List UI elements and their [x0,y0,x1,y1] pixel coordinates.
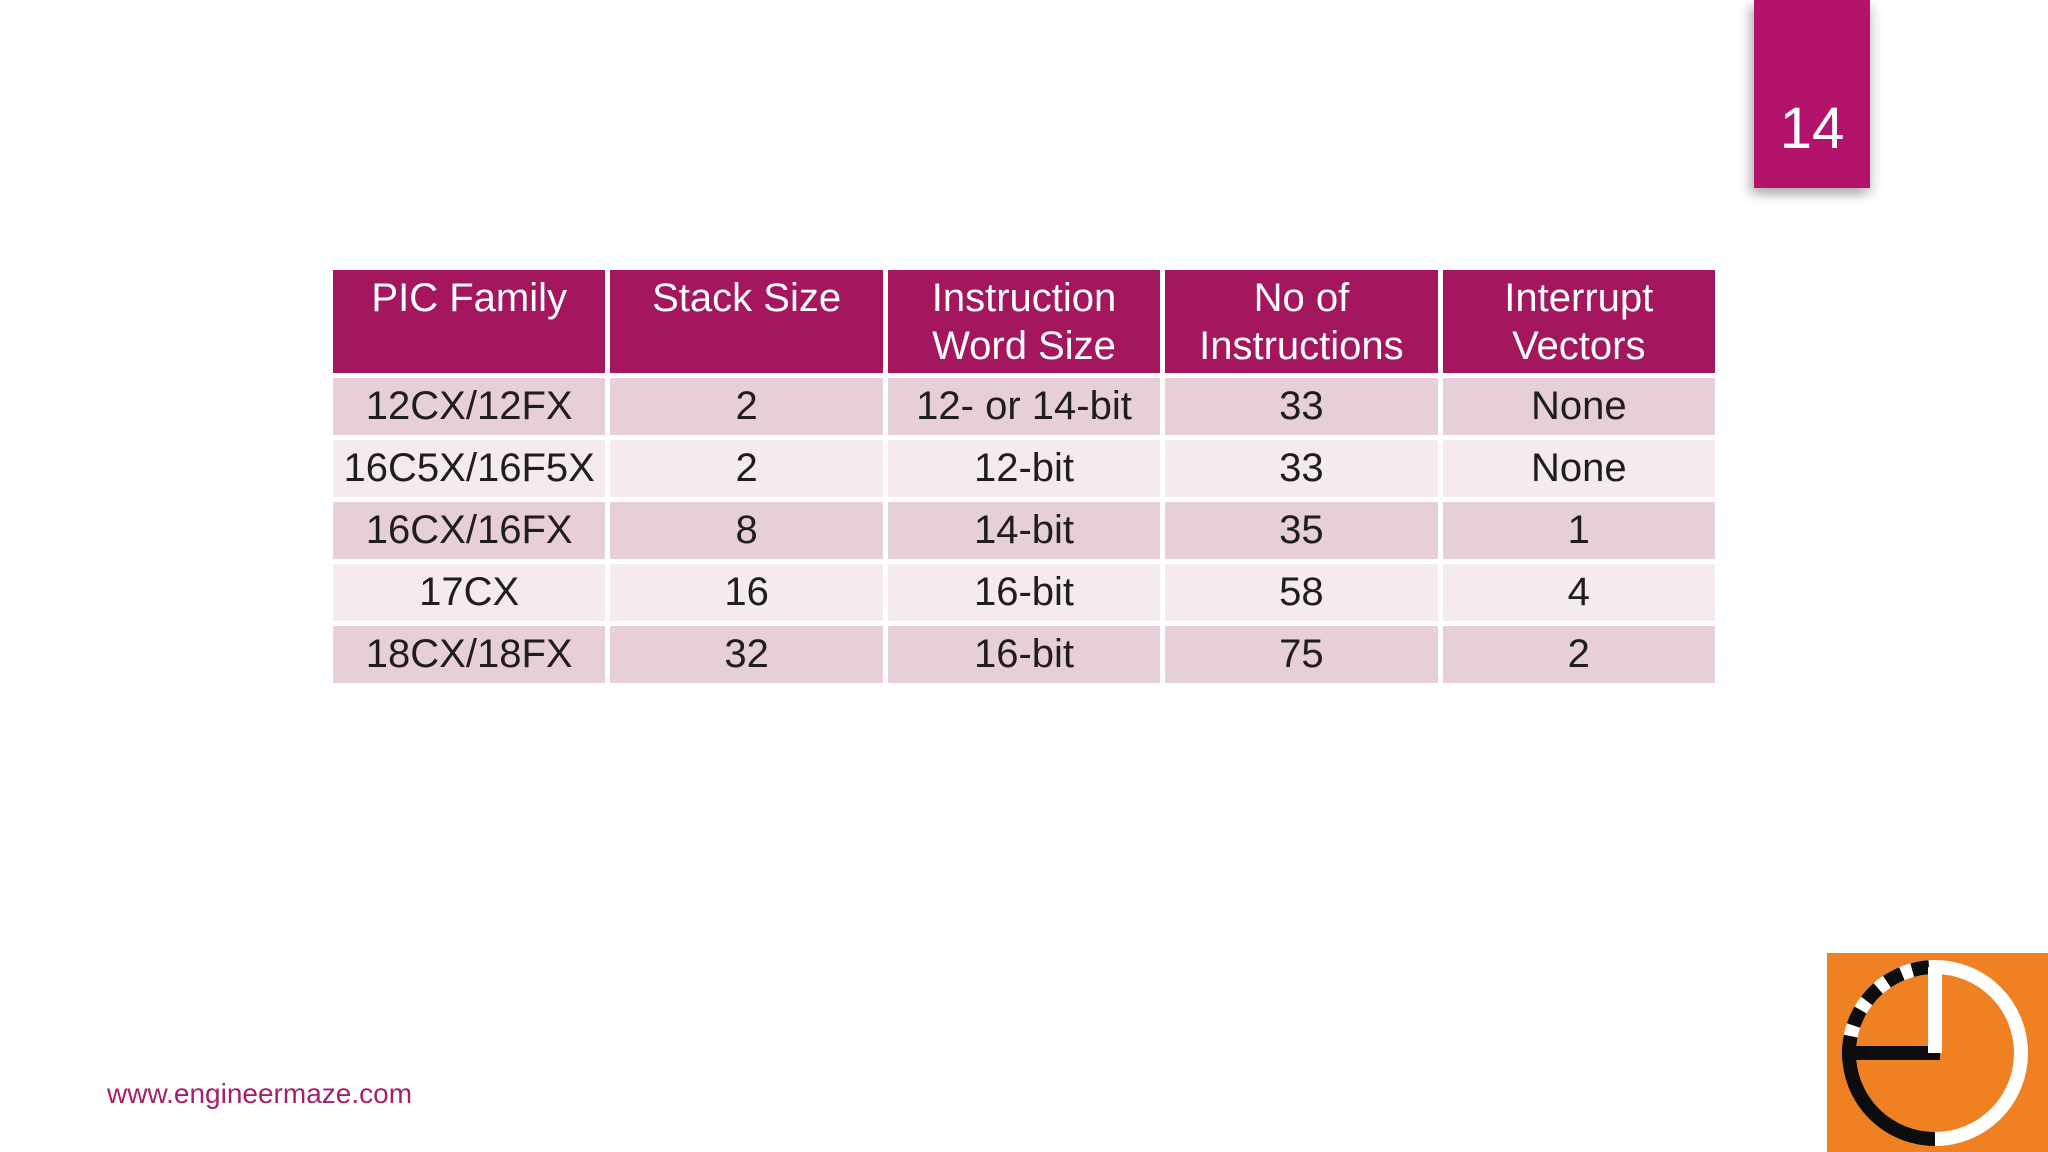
table-cell: 16-bit [887,626,1161,683]
header-cell-instruction-word: Instruction Word Size [887,270,1161,373]
table-cell: 16CX/16FX [333,502,606,559]
table-cell: 12CX/12FX [333,378,606,435]
header-cell-interrupt-vectors: Interrupt Vectors [1442,270,1715,373]
table-cell: 58 [1165,564,1438,621]
watermark-url: www.engineermaze.com [107,1078,413,1109]
table-cell: None [1442,440,1715,497]
table-cell: 12- or 14-bit [887,378,1161,435]
pic-family-table: PIC Family Stack Size Instruction Word S… [333,270,1715,683]
table-cell: 17CX [333,564,606,621]
header-cell-pic-family: PIC Family [333,270,606,373]
page-number-box: 14 [1754,0,1870,188]
table-cell: 75 [1165,626,1438,683]
table-cell: 1 [1442,502,1715,559]
table-cell: 16 [610,564,883,621]
table-cell: 12-bit [887,440,1161,497]
table-cell: 16C5X/16F5X [333,440,606,497]
table-cell: 14-bit [887,502,1161,559]
table-cell: 8 [610,502,883,559]
table-cell: 4 [1442,564,1715,621]
table-cell: 2 [610,440,883,497]
logo-box [1827,953,2048,1152]
table-cell: 18CX/18FX [333,626,606,683]
table-cell: 16-bit [887,564,1161,621]
page-number: 14 [1779,96,1845,161]
header-cell-no-of-instructions: No of Instructions [1165,270,1438,373]
table-cell: 35 [1165,502,1438,559]
table-cell: 2 [610,378,883,435]
header-cell-stack-size: Stack Size [610,270,883,373]
clock-pie-icon [1842,960,2028,1146]
table-cell: 2 [1442,626,1715,683]
table-cell: 32 [610,626,883,683]
table-cell: 33 [1165,440,1438,497]
table-cell: None [1442,378,1715,435]
table-cell: 33 [1165,378,1438,435]
